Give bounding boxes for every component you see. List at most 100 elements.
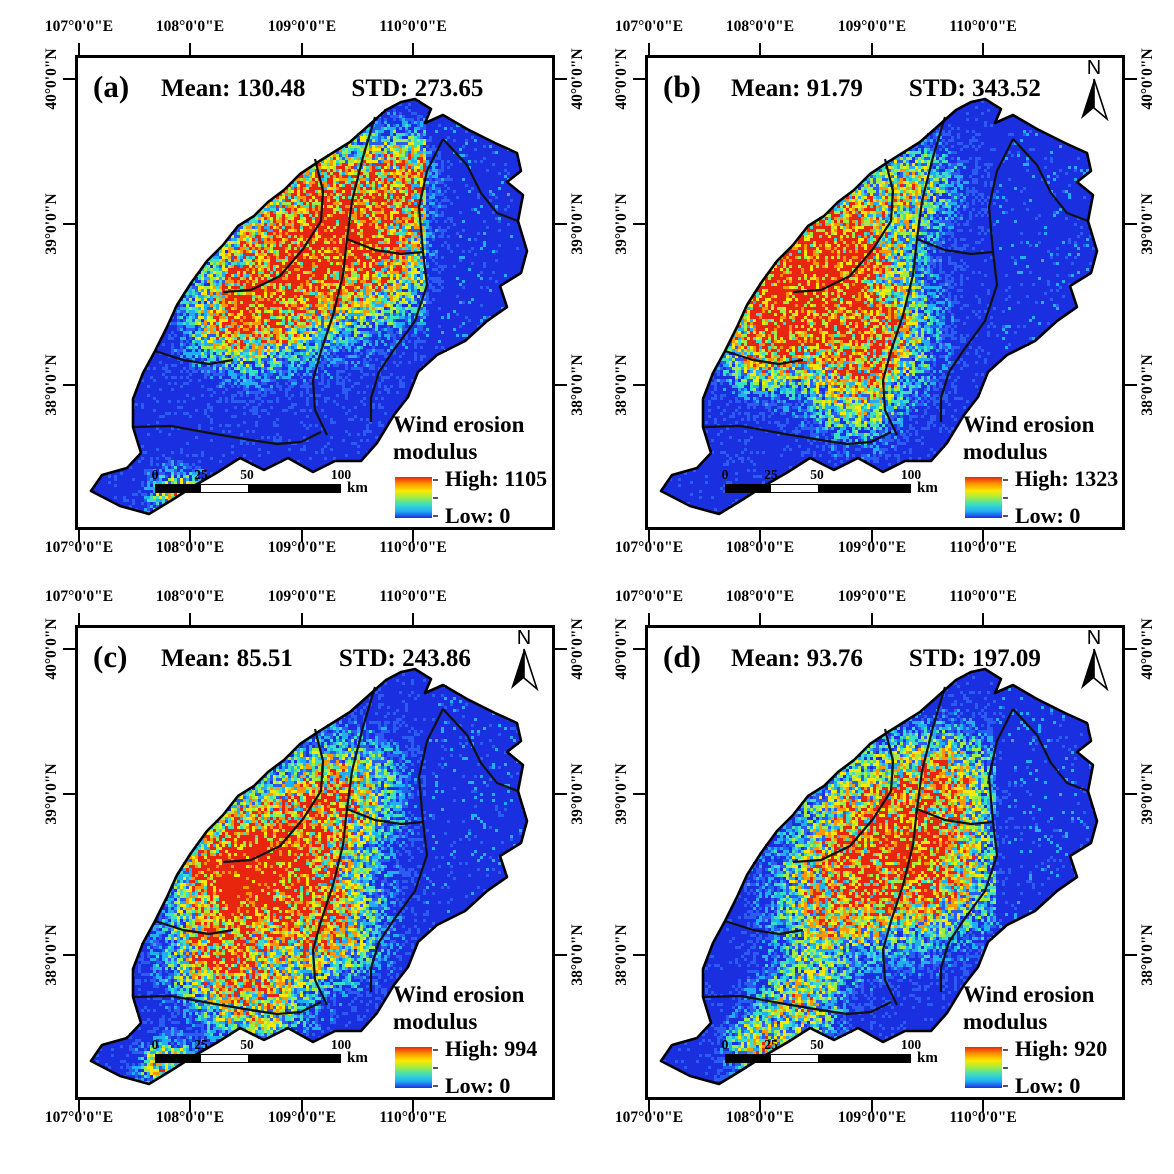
ramp-tick (433, 479, 438, 481)
legend-high-value: High: 1105 (445, 466, 548, 491)
legend: Wind erosion modulus High: 1105 Low: 0 (393, 411, 553, 528)
axis-tick (871, 43, 874, 55)
x-tick-label-top: 108°0'0"E (155, 18, 225, 35)
legend-color-ramp (395, 1047, 432, 1088)
north-arrow-graphic: N (1081, 627, 1109, 692)
x-tick-label-top: 107°0'0"E (614, 588, 684, 605)
ramp-tick (1003, 1067, 1008, 1069)
axis-tick (301, 613, 304, 625)
legend-color-ramp (965, 477, 1002, 518)
axis-tick (759, 43, 762, 55)
scale-label: 50 (240, 1037, 254, 1052)
ramp-tick (1003, 1085, 1008, 1087)
panel-label: (d) (663, 639, 701, 674)
axis-tick (412, 613, 415, 625)
axis-tick (648, 530, 651, 542)
axis-tick (1125, 954, 1137, 957)
north-arrow-left-half (511, 649, 524, 689)
axis-tick (301, 43, 304, 55)
y-tick-label-right: 39°0'0"N (569, 193, 586, 255)
axis-tick (555, 793, 567, 796)
legend-low-value: Low: 0 (1015, 1073, 1081, 1098)
scale-bar-graphic (725, 484, 911, 493)
axis-tick (1125, 648, 1137, 651)
x-tick-label-bottom: 109°0'0"E (837, 539, 907, 556)
std-value: STD: 243.86 (338, 645, 471, 672)
axis-tick (759, 530, 762, 542)
axis-tick (982, 530, 985, 542)
map-panel-b: 107°0'0"E 108°0'0"E 109°0'0"E 110°0'0"E … (613, 18, 1156, 556)
axis-tick (633, 78, 645, 81)
panel-label: (b) (663, 69, 701, 104)
scale-label: 100 (330, 1037, 352, 1052)
y-tick-label-left: 39°0'0"N (613, 763, 630, 825)
axis-tick (1125, 384, 1137, 387)
axis-tick (759, 613, 762, 625)
scale-bar-segment (201, 485, 248, 492)
y-tick-label-left: 40°0'0"N (43, 48, 60, 110)
x-tick-label-bottom: 110°0'0"E (949, 1109, 1017, 1126)
x-tick-label-top: 108°0'0"E (155, 588, 225, 605)
legend-title-line1: Wind erosion (393, 412, 525, 437)
scale-label: 25 (194, 467, 208, 482)
x-tick-label-top: 110°0'0"E (379, 18, 447, 35)
panel-stats: Mean: 85.51 STD: 243.86 (161, 645, 471, 673)
y-tick-label-left: 38°0'0"N (613, 354, 630, 416)
axis-tick (633, 648, 645, 651)
panel-label: (a) (93, 69, 130, 104)
axis-tick (189, 43, 192, 55)
std-value: STD: 273.65 (351, 75, 484, 102)
x-tick-label-top: 109°0'0"E (837, 588, 907, 605)
scale-label: 25 (194, 1037, 208, 1052)
x-tick-label-bottom: 108°0'0"E (725, 1109, 795, 1126)
north-arrow-left-half (1081, 79, 1094, 119)
mean-value: Mean: 91.79 (731, 75, 863, 102)
x-tick-label-top: 109°0'0"E (267, 588, 337, 605)
legend-low-value: Low: 0 (1015, 503, 1081, 528)
ramp-tick (1003, 1049, 1008, 1051)
scale-unit: km (347, 480, 368, 496)
scale-bar: 0 25 50 100 km (151, 1037, 373, 1071)
scale-bar-graphic (155, 484, 341, 493)
y-tick-label-left: 39°0'0"N (43, 193, 60, 255)
axis-tick (301, 1100, 304, 1112)
axis-tick (555, 384, 567, 387)
scale-label: 50 (810, 1037, 824, 1052)
axis-tick (301, 530, 304, 542)
x-tick-label-bottom: 109°0'0"E (267, 539, 337, 556)
y-tick-label-right: 40°0'0"N (1139, 48, 1156, 110)
scale-bar-graphic (155, 1054, 341, 1063)
legend-title-line1: Wind erosion (963, 982, 1095, 1007)
legend-title-line2: modulus (963, 1009, 1048, 1034)
scale-bar-graphic (725, 1054, 911, 1063)
legend-ramp-row: High: 994 Low: 0 (393, 1036, 553, 1098)
north-arrow-right-half (1093, 78, 1109, 122)
x-tick-label-top: 109°0'0"E (837, 18, 907, 35)
x-tick-label-bottom: 107°0'0"E (44, 539, 114, 556)
legend-low-value: Low: 0 (445, 1073, 511, 1098)
ramp-tick (433, 515, 438, 517)
axis-tick (555, 954, 567, 957)
y-tick-label-left: 39°0'0"N (43, 763, 60, 825)
scale-label: 0 (151, 1037, 159, 1052)
axis-tick (63, 648, 75, 651)
legend: Wind erosion modulus High: 994 Low: 0 (393, 981, 553, 1098)
north-arrow: N (506, 627, 542, 693)
x-tick-label-bottom: 109°0'0"E (267, 1109, 337, 1126)
y-tick-label-right: 38°0'0"N (1139, 924, 1156, 986)
axis-tick (871, 613, 874, 625)
panel-stats: Mean: 93.76 STD: 197.09 (731, 645, 1041, 673)
axis-tick (63, 223, 75, 226)
axis-tick (648, 613, 651, 625)
north-label: N (517, 629, 531, 649)
axis-tick (871, 1100, 874, 1112)
map-panel-d: 107°0'0"E 108°0'0"E 109°0'0"E 110°0'0"E … (613, 588, 1156, 1126)
scale-unit: km (917, 480, 938, 496)
x-tick-label-top: 108°0'0"E (725, 588, 795, 605)
x-tick-label-top: 107°0'0"E (44, 588, 114, 605)
axis-tick (1125, 793, 1137, 796)
legend-color-ramp (965, 1047, 1002, 1088)
mean-value: Mean: 85.51 (161, 645, 293, 672)
axis-tick (63, 78, 75, 81)
legend-title-line2: modulus (393, 1009, 478, 1034)
